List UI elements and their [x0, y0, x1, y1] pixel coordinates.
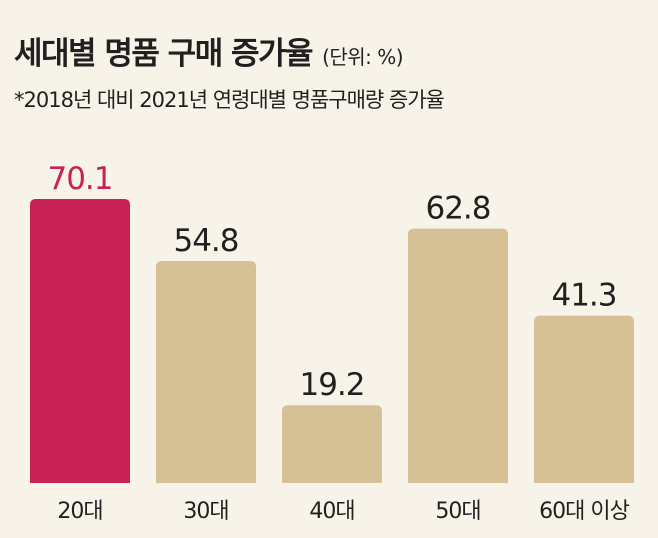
category-label-1: 20대: [57, 499, 102, 524]
chart-subtitle: *2018년 대비 2021년 연령대별 명품구매량 증가율: [14, 88, 445, 112]
title-row: 세대별 명품 구매 증가율 (단위: %): [14, 28, 404, 73]
unit-label: (단위: %): [322, 45, 404, 69]
bar-2: [156, 260, 256, 483]
bar-1: [30, 199, 130, 483]
category-label-5: 60대 이상: [539, 499, 629, 524]
category-label-2: 30대: [183, 499, 228, 524]
category-label-4: 50대: [435, 499, 480, 524]
bar-3: [282, 405, 382, 483]
bar-5: [534, 315, 634, 483]
bar-4: [408, 228, 508, 483]
value-label-4: 62.8: [425, 191, 490, 227]
value-label-1: 70.1: [47, 161, 112, 197]
value-label-2: 54.8: [173, 223, 238, 259]
value-label-5: 41.3: [551, 278, 616, 314]
category-label-3: 40대: [309, 499, 354, 524]
chart-title: 세대별 명품 구매 증가율: [14, 36, 314, 72]
value-label-3: 19.2: [299, 367, 364, 403]
